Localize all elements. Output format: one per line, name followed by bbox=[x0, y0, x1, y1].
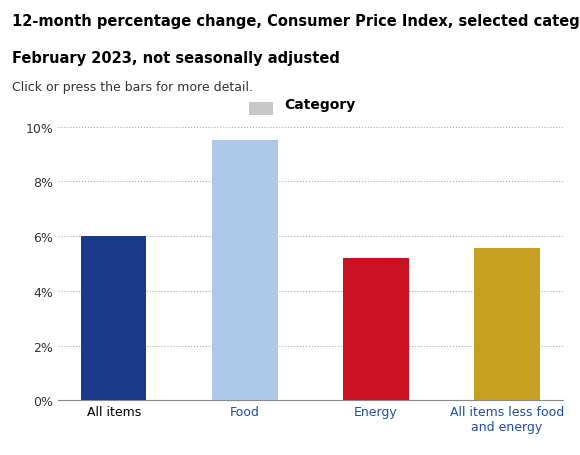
Text: 12-month percentage change, Consumer Price Index, selected categories,: 12-month percentage change, Consumer Pri… bbox=[12, 14, 580, 29]
Text: Category: Category bbox=[284, 98, 356, 111]
Bar bbox=[343, 258, 408, 400]
Bar bbox=[474, 249, 539, 400]
Bar bbox=[81, 237, 147, 400]
Text: February 2023, not seasonally adjusted: February 2023, not seasonally adjusted bbox=[12, 51, 339, 66]
Text: Click or press the bars for more detail.: Click or press the bars for more detail. bbox=[12, 81, 253, 94]
Bar bbox=[212, 141, 278, 400]
